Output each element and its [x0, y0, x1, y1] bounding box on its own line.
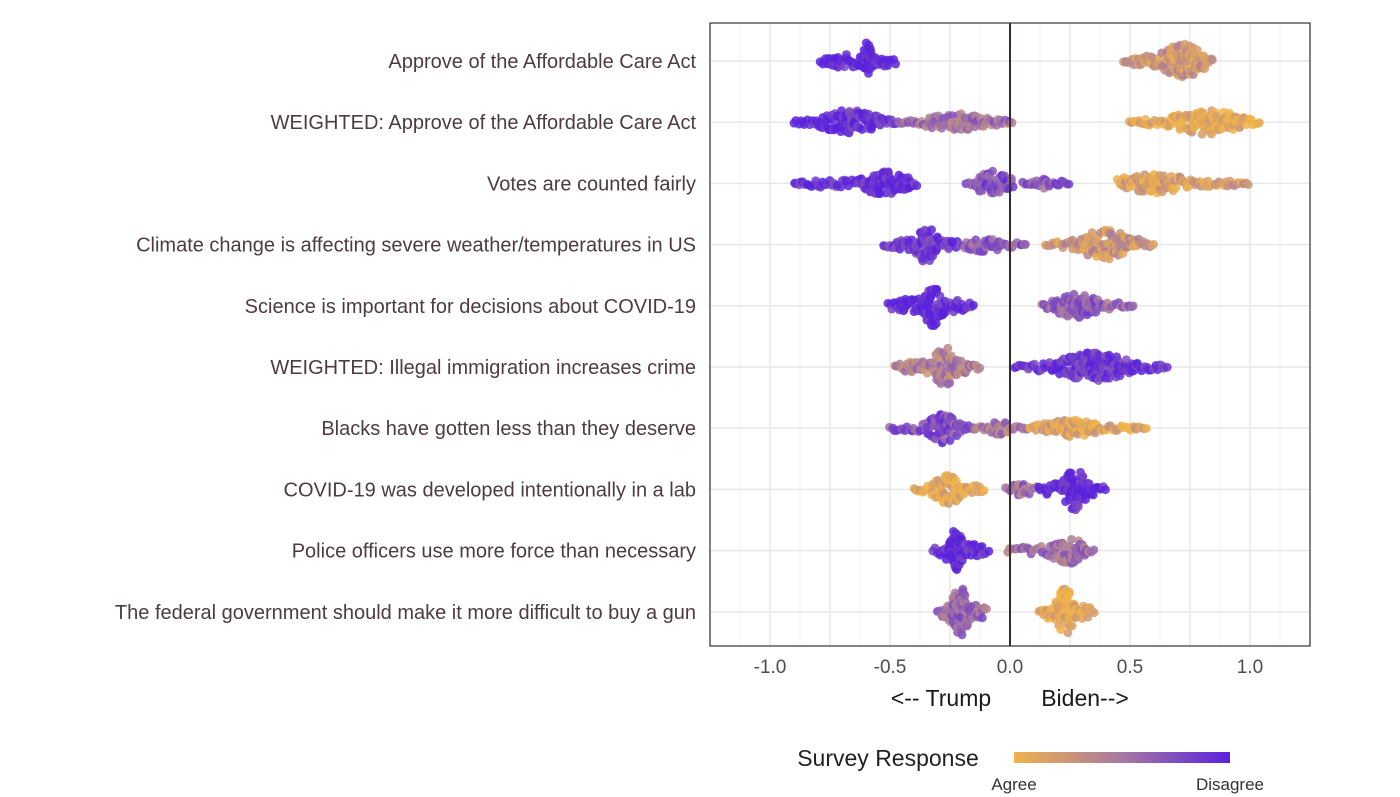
legend-colorbar: [1014, 752, 1230, 763]
data-point: [1056, 625, 1066, 635]
legend-title: Survey Response: [797, 745, 979, 771]
data-point: [1078, 472, 1088, 481]
data-point: [1067, 534, 1076, 544]
legend-high-label: Disagree: [1196, 775, 1264, 794]
data-point: [1063, 628, 1073, 638]
data-point: [1149, 239, 1159, 249]
data-point: [1207, 55, 1217, 65]
category-label: Approve of the Affordable Care Act: [388, 51, 696, 73]
category-labels: Approve of the Affordable Care Act WEIGHT…: [115, 51, 697, 624]
data-point: [931, 319, 941, 328]
data-point: [925, 300, 935, 310]
data-point: [1142, 424, 1151, 433]
x-axis-title-right: Biden-->: [1041, 685, 1129, 711]
data-point: [1083, 612, 1093, 622]
category-label: Climate change is affecting severe weath…: [136, 235, 696, 257]
legend-low-label: Agree: [991, 775, 1036, 794]
data-point: [1128, 301, 1138, 311]
data-point: [1064, 179, 1074, 189]
data-point: [840, 62, 849, 72]
data-point: [1192, 45, 1202, 55]
data-points: [789, 38, 1264, 640]
data-point: [1067, 621, 1077, 631]
data-point: [927, 225, 936, 235]
x-tick-label: -0.5: [874, 657, 907, 678]
category-label: Votes are counted fairly: [487, 173, 696, 195]
data-point: [1243, 180, 1253, 190]
plot-panel-border: [709, 22, 1311, 647]
data-point: [945, 436, 955, 445]
x-tick-labels: -1.0 -0.5 0.0 0.5 1.0: [754, 657, 1264, 678]
data-point: [891, 59, 901, 69]
data-point: [984, 546, 994, 556]
data-point: [1073, 502, 1083, 512]
x-tick-label: -1.0: [754, 657, 787, 678]
legend: Survey Response Agree Disagree: [797, 745, 1264, 794]
data-point: [912, 181, 922, 191]
x-tick-label: 0.5: [1117, 657, 1143, 678]
data-point: [1171, 183, 1181, 193]
category-label: COVID-19 was developed intentionally in …: [284, 479, 696, 501]
data-point: [1255, 118, 1264, 127]
data-point: [969, 300, 978, 310]
data-point: [977, 613, 987, 623]
x-tick-label: 0.0: [997, 657, 1023, 678]
data-point: [1021, 240, 1030, 249]
category-label: The federal government should make it mo…: [115, 602, 696, 624]
data-point: [988, 166, 998, 176]
category-label: WEIGHTED: Illegal immigration increases …: [270, 357, 696, 379]
data-point: [883, 167, 893, 177]
data-point: [1162, 362, 1172, 372]
data-point: [979, 486, 989, 495]
category-label: Blacks have gotten less than they deserv…: [321, 418, 696, 440]
data-point: [947, 111, 957, 121]
data-point: [1066, 468, 1076, 478]
data-point: [977, 542, 987, 551]
data-point: [960, 590, 970, 600]
data-point: [982, 604, 991, 614]
data-point: [1089, 545, 1099, 555]
category-label: Science is important for decisions about…: [245, 296, 696, 318]
x-tick-label: 1.0: [1237, 657, 1263, 678]
data-point: [1101, 485, 1110, 495]
data-point: [943, 343, 953, 353]
data-point: [975, 363, 985, 373]
data-point: [945, 378, 955, 388]
category-label: WEIGHTED: Approve of the Affordable Care…: [271, 112, 697, 134]
data-point: [1065, 589, 1074, 599]
data-point: [1104, 373, 1114, 383]
data-point: [1007, 118, 1017, 128]
data-point: [1089, 608, 1099, 618]
category-label: Police officers use more force than nece…: [292, 541, 696, 563]
x-axis-title-left: <-- Trump: [891, 685, 991, 711]
